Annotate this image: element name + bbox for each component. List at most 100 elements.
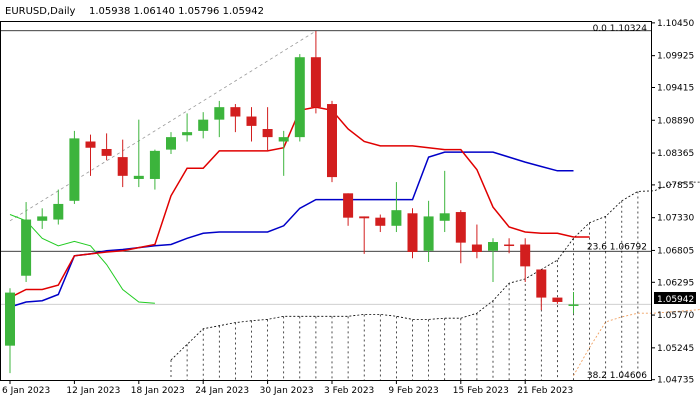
chart-header-ohlc: 1.05938 1.06140 1.05796 1.05942 — [89, 6, 264, 17]
candle-body — [359, 216, 370, 219]
fib-level-label: 0.0 1.10324 — [593, 24, 648, 34]
candle — [375, 214, 386, 233]
x-tick-label: 21 Feb 2023 — [517, 386, 573, 396]
axes: 1.10450 1.09925 1.09415 1.08890 1.08365 1.078… — [0, 19, 694, 396]
candle-body — [343, 193, 354, 218]
candle — [182, 113, 193, 142]
candle-body — [407, 213, 418, 253]
y-tick-label: 1.08365 — [657, 149, 694, 159]
candle-body — [37, 216, 48, 221]
fibonacci-levels: 0.0 1.10324 23.6 1.06792 38.2 1.04606 — [0, 24, 651, 381]
candle-body — [520, 244, 531, 267]
candle-body — [230, 107, 241, 117]
y-tick-label: 1.04735 — [657, 376, 694, 386]
candle-body — [278, 137, 289, 142]
candle — [327, 100, 337, 183]
candle-body — [310, 57, 321, 108]
x-tick-label: 3 Feb 2023 — [324, 386, 374, 396]
y-tick-label: 1.06805 — [657, 246, 694, 256]
candle — [488, 238, 498, 282]
x-tick-label: 15 Feb 2023 — [453, 386, 509, 396]
candle-body — [327, 104, 337, 178]
candle — [343, 193, 354, 226]
candle-body — [53, 203, 64, 220]
candle-body — [552, 297, 563, 302]
x-tick-label: 9 Feb 2023 — [388, 386, 438, 396]
candle-body — [423, 216, 434, 251]
y-tick-label: 1.06295 — [657, 278, 694, 288]
candle — [568, 291, 579, 314]
candle-body — [471, 244, 482, 253]
candle-body — [568, 304, 579, 306]
candle-body — [85, 141, 96, 148]
candle — [471, 224, 482, 259]
candle — [101, 133, 112, 161]
candle-body — [101, 148, 112, 156]
plot-frame — [0, 21, 652, 381]
candle-body — [133, 175, 144, 179]
candle — [423, 200, 434, 262]
candle — [520, 238, 531, 282]
candle — [53, 189, 64, 225]
candle — [5, 288, 15, 374]
candle-body — [214, 107, 225, 120]
y-tick-label: 1.09415 — [657, 83, 694, 93]
candle — [552, 297, 563, 304]
candle — [536, 269, 547, 311]
cloud-orange-edge — [573, 309, 700, 376]
x-tick-label: 24 Jan 2023 — [195, 386, 249, 396]
candle-body — [5, 292, 15, 346]
candle-body — [391, 210, 402, 226]
candle-body — [488, 242, 498, 251]
candle — [504, 238, 515, 254]
candle — [166, 132, 176, 154]
candle — [198, 112, 209, 139]
y-tick-label: 1.09925 — [657, 52, 694, 62]
candle-body — [117, 157, 128, 176]
green-indicator-line — [9, 214, 155, 304]
chart-header-symbol: EURUSD,Daily — [5, 6, 76, 17]
candle-body — [149, 150, 160, 179]
candle — [85, 134, 96, 176]
candle — [149, 149, 160, 190]
candle-body — [375, 217, 386, 226]
candle-body — [69, 138, 80, 201]
y-tick-label: 1.10450 — [657, 19, 694, 29]
candle — [455, 210, 466, 264]
candle — [310, 30, 321, 114]
candle — [262, 107, 273, 151]
fib-level-label: 23.6 1.06792 — [587, 242, 647, 252]
y-tick-label: 1.05245 — [657, 344, 694, 354]
candle — [294, 54, 305, 142]
candle — [117, 139, 128, 188]
candle-body — [262, 129, 273, 138]
current-price-label: 1.05942 — [657, 295, 694, 305]
cloud-upper-edge — [170, 181, 700, 361]
y-tick-label: 1.05770 — [657, 311, 694, 321]
candle — [439, 170, 450, 233]
y-tick-label: 1.08890 — [657, 116, 694, 126]
blue-indicator-line — [9, 151, 574, 308]
ichimoku-cloud — [170, 181, 700, 380]
candle-body — [21, 219, 32, 276]
candle — [407, 208, 418, 259]
candle — [278, 130, 289, 176]
candle — [359, 216, 370, 254]
candle — [37, 208, 48, 229]
candle-body — [536, 269, 547, 298]
candle — [133, 119, 144, 188]
candle-body — [455, 212, 466, 243]
candle — [246, 107, 257, 142]
candle — [391, 182, 402, 233]
x-tick-label: 30 Jan 2023 — [260, 386, 314, 396]
candles — [5, 30, 579, 374]
candle — [230, 104, 241, 133]
x-tick-label: 12 Jan 2023 — [66, 386, 120, 396]
candle — [21, 202, 32, 282]
x-tick-label: 6 Jan 2023 — [2, 386, 50, 396]
candle-body — [182, 132, 193, 136]
candle — [214, 100, 225, 138]
y-tick-label: 1.07330 — [657, 214, 694, 224]
current-price-badge — [654, 292, 696, 304]
